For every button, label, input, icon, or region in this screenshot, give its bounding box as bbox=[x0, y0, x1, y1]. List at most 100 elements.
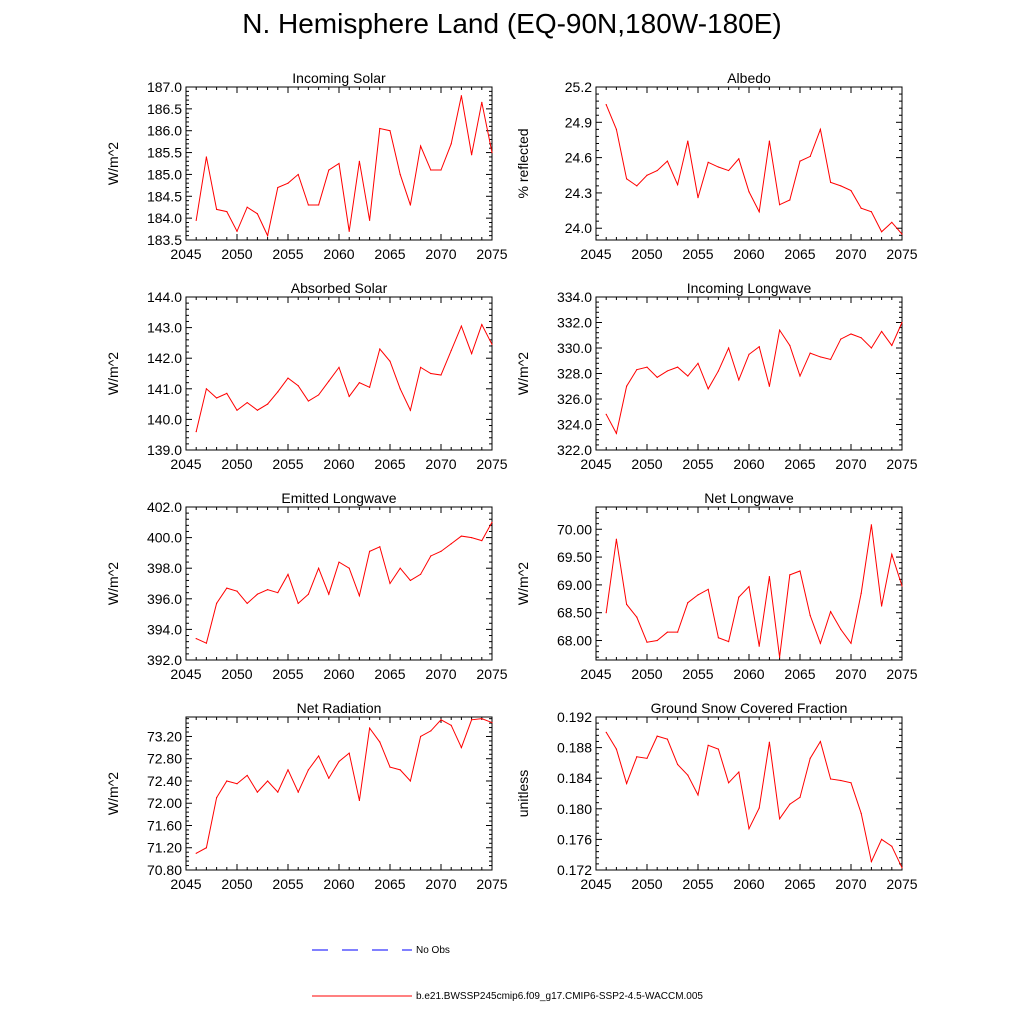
data-point bbox=[236, 783, 238, 785]
data-point bbox=[328, 380, 330, 382]
data-point bbox=[440, 550, 442, 552]
y-tick-label: 24.3 bbox=[565, 185, 592, 201]
panel-3: Absorbed Solar W/m^2 2045 2050 2055 2060 2065 2… bbox=[105, 280, 508, 472]
y-axis-label: W/m^2 bbox=[515, 352, 531, 395]
data-point bbox=[840, 185, 842, 187]
data-point bbox=[605, 104, 607, 106]
x-tick-label: 2070 bbox=[425, 456, 456, 472]
data-point bbox=[369, 550, 371, 552]
data-point bbox=[246, 206, 248, 208]
data-point bbox=[758, 645, 760, 647]
data-point bbox=[819, 128, 822, 130]
data-point bbox=[205, 388, 207, 390]
y-tick-label: 396.0 bbox=[147, 591, 182, 607]
data-point bbox=[430, 372, 432, 375]
y-axis-label: W/m^2 bbox=[515, 562, 531, 605]
x-tick-label: 2055 bbox=[682, 876, 713, 892]
data-point bbox=[369, 727, 371, 729]
y-tick-label: 330.0 bbox=[557, 340, 592, 356]
x-tick-label: 2065 bbox=[374, 876, 405, 892]
data-point bbox=[615, 432, 618, 435]
data-point bbox=[307, 593, 309, 595]
x-tick-label: 2055 bbox=[682, 246, 713, 262]
x-tick-label: 2075 bbox=[476, 876, 507, 892]
data-point bbox=[216, 602, 218, 604]
data-point bbox=[236, 230, 238, 232]
data-point bbox=[860, 812, 862, 814]
data-point bbox=[399, 769, 401, 771]
data-point bbox=[430, 169, 432, 171]
data-point bbox=[789, 344, 791, 347]
data-point bbox=[409, 579, 411, 582]
legend-model-label: b.e21.BWSSP245cmip6.f09_g17.CMIP6-SSP2-4… bbox=[416, 991, 703, 1002]
panel-title: Absorbed Solar bbox=[291, 280, 388, 296]
plot-frame bbox=[595, 296, 903, 451]
data-point bbox=[491, 521, 493, 523]
data-point bbox=[799, 375, 801, 377]
data-point bbox=[379, 127, 381, 130]
y-tick-label: 72.00 bbox=[147, 795, 182, 811]
data-point bbox=[389, 130, 391, 132]
data-point bbox=[636, 756, 638, 758]
y-tick-label: 141.0 bbox=[147, 381, 182, 397]
data-point bbox=[195, 431, 197, 433]
data-point bbox=[779, 329, 781, 331]
data-point bbox=[901, 321, 903, 324]
data-point bbox=[809, 352, 811, 354]
plot-frame bbox=[595, 716, 903, 871]
data-point bbox=[636, 369, 638, 371]
data-point bbox=[216, 397, 218, 399]
data-point bbox=[297, 602, 299, 604]
x-tick-label: 2075 bbox=[476, 246, 507, 262]
data-point bbox=[318, 755, 320, 757]
data-point bbox=[605, 731, 607, 733]
y-tick-label: 324.0 bbox=[557, 417, 592, 433]
data-point bbox=[297, 791, 299, 793]
data-point bbox=[491, 343, 493, 346]
data-point bbox=[717, 370, 720, 372]
data-point bbox=[830, 610, 832, 613]
data-point bbox=[481, 540, 483, 542]
data-point bbox=[738, 379, 740, 381]
data-point bbox=[420, 735, 422, 738]
y-tick-label: 184.0 bbox=[147, 210, 182, 226]
x-tick-label: 2065 bbox=[784, 246, 815, 262]
plot-frame bbox=[185, 506, 493, 661]
data-point bbox=[687, 602, 689, 604]
data-point bbox=[666, 160, 669, 162]
data-point bbox=[830, 778, 832, 780]
y-tick-label: 68.50 bbox=[557, 605, 592, 621]
data-point bbox=[819, 356, 822, 358]
data-point bbox=[860, 337, 862, 339]
data-point bbox=[481, 101, 483, 103]
data-point bbox=[646, 757, 648, 759]
x-tick-label: 2060 bbox=[323, 246, 354, 262]
data-point bbox=[707, 588, 709, 590]
data-point bbox=[901, 867, 903, 869]
data-point bbox=[870, 347, 873, 349]
x-tick-label: 2045 bbox=[580, 456, 611, 472]
data-point bbox=[748, 585, 750, 588]
y-tick-label: 72.80 bbox=[147, 751, 182, 767]
data-point bbox=[328, 777, 330, 779]
y-tick-label: 334.0 bbox=[557, 289, 592, 305]
series-line bbox=[195, 522, 493, 644]
y-tick-label: 187.0 bbox=[147, 79, 182, 95]
data-point bbox=[348, 752, 350, 754]
x-tick-label: 2045 bbox=[170, 246, 201, 262]
data-point bbox=[246, 774, 248, 777]
x-tick-label: 2070 bbox=[835, 666, 866, 682]
panel-title: Net Longwave bbox=[704, 490, 794, 506]
x-tick-label: 2050 bbox=[631, 246, 662, 262]
data-point bbox=[799, 796, 801, 798]
y-tick-label: 0.172 bbox=[557, 862, 592, 878]
panel-4: Incoming Longwave W/m^2 2045 2050 2055 2060 20… bbox=[515, 280, 918, 472]
data-point bbox=[656, 639, 658, 642]
data-point bbox=[399, 388, 401, 390]
data-point bbox=[728, 782, 730, 784]
data-point bbox=[420, 366, 422, 368]
data-point bbox=[450, 143, 452, 145]
x-tick-label: 2055 bbox=[272, 246, 303, 262]
data-point bbox=[409, 409, 411, 411]
y-tick-label: 394.0 bbox=[147, 621, 182, 637]
